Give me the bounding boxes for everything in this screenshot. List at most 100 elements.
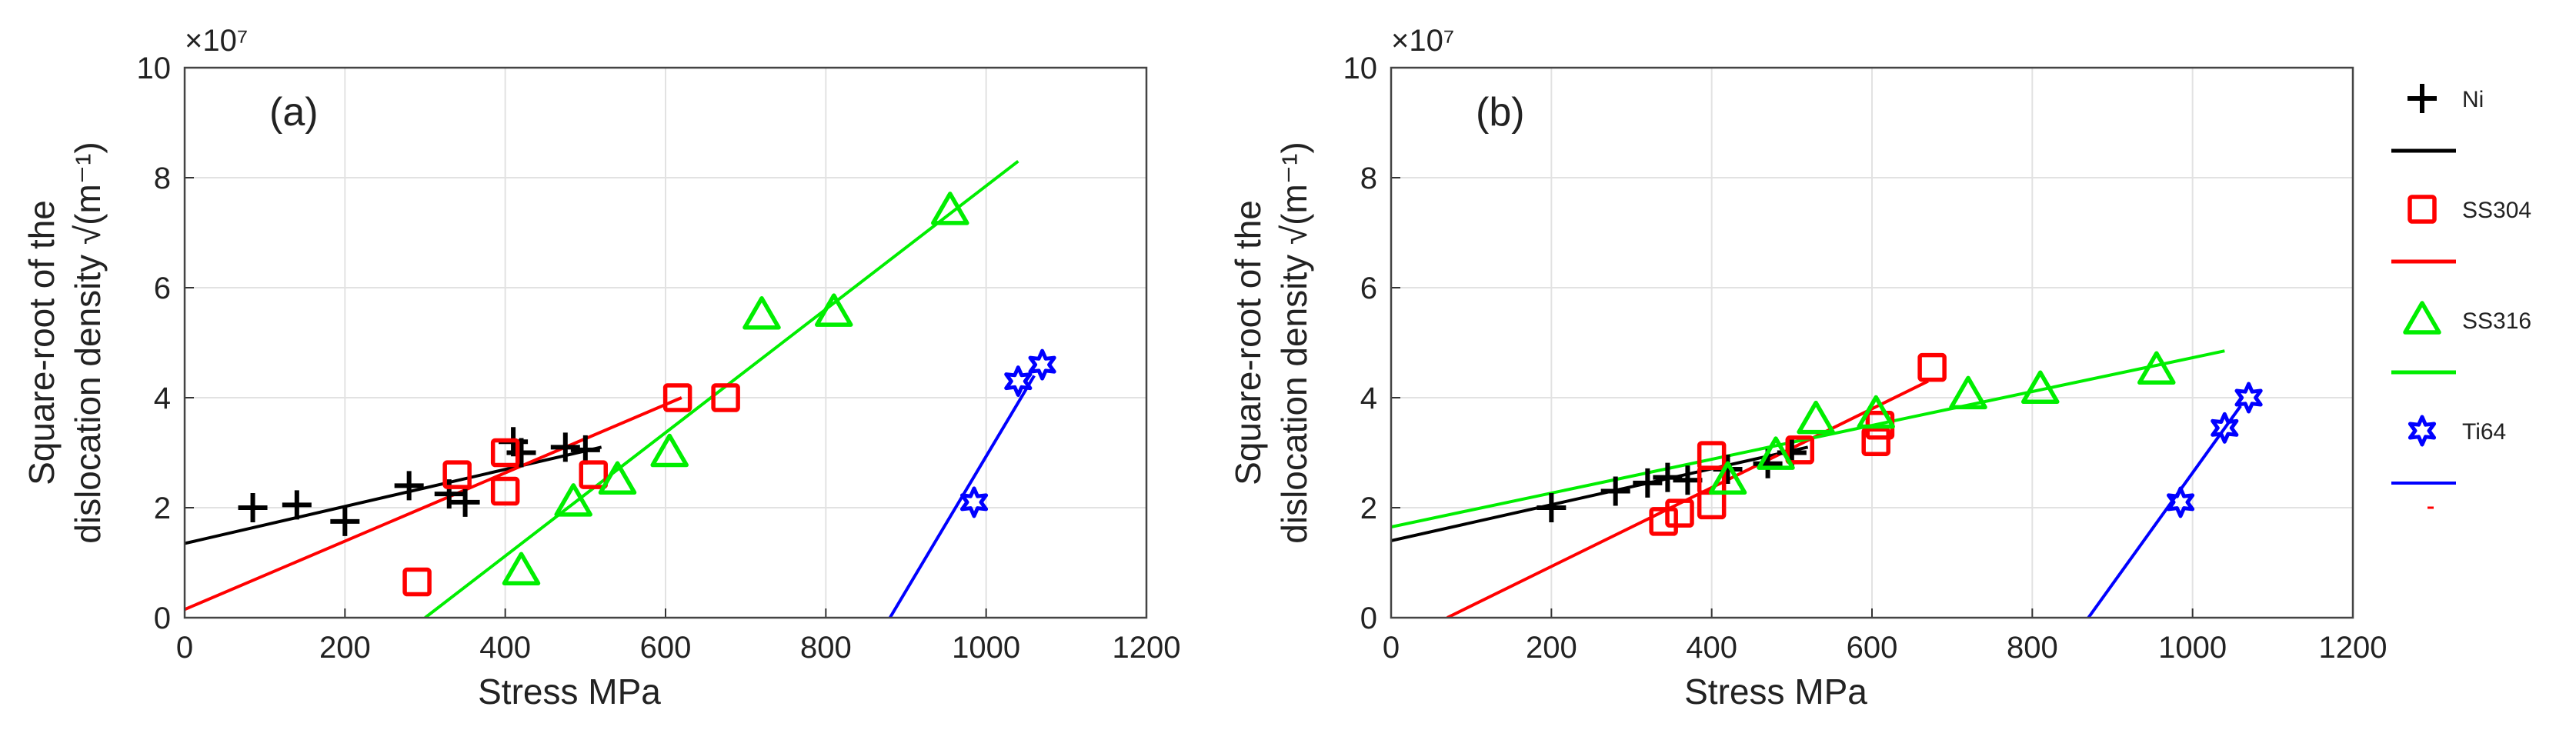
data-point-ti64	[1004, 365, 1033, 397]
y-tick-label: 6	[1360, 272, 1377, 305]
x-tick-label: 1200	[1113, 631, 1181, 665]
x-tick-label: 400	[479, 631, 531, 665]
data-point-ni	[434, 479, 464, 509]
legend-marker-ti64	[2407, 415, 2437, 447]
data-point-ss304	[711, 383, 740, 412]
chart-panel-b: 0 200 400 600 800 1000 1200 0 2 4 6 8 10 (b) ×10⁷ Stres…	[1228, 24, 2387, 712]
data-point-ni	[238, 493, 268, 522]
legend-label-ss304: SS304	[2462, 198, 2531, 223]
data-point-ss316	[1949, 375, 1987, 410]
x-axis-title: Stress MPa	[1684, 672, 1867, 712]
legend-item-ss316: SS316	[2391, 301, 2531, 375]
fit-line-ni	[1391, 445, 1809, 542]
data-point-ss316	[2137, 351, 2176, 385]
data-point-ni	[1600, 476, 1630, 506]
x-tick-label: 0	[1383, 631, 1400, 665]
y-tick-label: 0	[154, 602, 171, 635]
y-tick-label: 8	[154, 162, 171, 195]
y-tick-label: 0	[1360, 602, 1377, 635]
panel-label: (a)	[269, 90, 319, 135]
series-ss304	[402, 383, 740, 597]
data-point-ni	[330, 506, 360, 536]
series-ti64	[960, 348, 1056, 518]
x-tick-label: 400	[1686, 631, 1737, 665]
y-axis-title-line1: Square-root of the	[22, 200, 62, 485]
data-point-ss316	[502, 552, 541, 585]
data-point-ss316	[931, 192, 969, 225]
data-point-ni	[394, 471, 424, 501]
x-tick-label: 600	[1847, 631, 1898, 665]
data-point-ss304	[662, 383, 692, 412]
data-point-ni	[550, 432, 580, 462]
axes-frame	[1390, 66, 2354, 619]
data-point-ni	[1653, 462, 1683, 492]
fit-line-ni	[185, 445, 602, 545]
x-tick-label: 0	[176, 631, 193, 665]
legend-item-ni: Ni	[2391, 84, 2484, 153]
y-tick-label: 10	[1343, 52, 1378, 85]
fit-line-ss304	[185, 396, 682, 612]
legend-item-ss304: SS304	[2391, 195, 2531, 264]
y-tick-label: 4	[1360, 382, 1377, 415]
series-ti64	[2167, 382, 2263, 518]
y-axis-title-line1: Square-root of the	[1228, 200, 1268, 485]
legend-marker-ss316	[2403, 301, 2441, 335]
x-tick-label: 600	[640, 631, 692, 665]
y-tick-label: 2	[1360, 492, 1377, 525]
data-point-ss304	[1785, 435, 1814, 465]
y-tick-label: 2	[154, 492, 171, 525]
legend-item-ti64: Ti64	[2391, 415, 2506, 509]
legend-label-ti64: Ti64	[2462, 419, 2506, 445]
data-point-ni	[1537, 493, 1567, 522]
exponent-label: ×10⁷	[185, 24, 248, 58]
data-point-ss304	[1861, 427, 1890, 456]
data-point-ss304	[490, 476, 520, 506]
data-point-ss316	[1857, 395, 1895, 429]
data-point-ss316	[1757, 436, 1795, 470]
data-point-ti64	[2211, 412, 2239, 444]
series-ss304	[1649, 352, 1947, 536]
series-ss316	[1708, 351, 2176, 495]
y-tick-label: 4	[154, 382, 171, 415]
data-point-ss316	[2021, 370, 2060, 405]
data-point-ni	[1633, 468, 1663, 498]
fit-line-ti64	[2087, 405, 2242, 618]
series-ss316	[502, 192, 969, 585]
data-point-ni	[450, 487, 480, 517]
data-point-ni	[282, 490, 312, 520]
fit-line-ss316	[424, 159, 1019, 618]
x-tick-label: 800	[2007, 631, 2058, 665]
y-tick-label: 6	[154, 272, 171, 305]
data-point-ss316	[815, 293, 853, 327]
x-tick-label: 1200	[2319, 631, 2387, 665]
data-point-ss316	[650, 433, 689, 468]
data-point-ti64	[2234, 382, 2263, 414]
data-point-ss316	[742, 296, 781, 330]
data-point-ss304	[490, 438, 520, 468]
legend-marker-ss304	[2407, 195, 2437, 224]
data-point-ss304	[442, 460, 472, 489]
data-point-ss304	[579, 460, 608, 489]
y-axis-title-line2: dislocation density √(m⁻¹)	[1274, 142, 1314, 543]
data-point-ss316	[1797, 400, 1835, 435]
x-tick-label: 1000	[952, 631, 1020, 665]
x-tick-label: 200	[1526, 631, 1577, 665]
legend-label-ni: Ni	[2462, 87, 2484, 112]
data-point-ss316	[1708, 461, 1747, 495]
data-point-ss304	[1697, 441, 1727, 470]
data-point-ss304	[1917, 352, 1947, 382]
data-point-ti64	[1028, 348, 1056, 381]
x-tick-label: 200	[319, 631, 371, 665]
data-point-ti64	[2167, 486, 2195, 518]
panel-label: (b)	[1476, 90, 1525, 135]
data-point-ni	[570, 435, 600, 465]
y-tick-label: 10	[137, 52, 172, 85]
data-point-ni	[506, 438, 536, 468]
legend-marker-ni	[2407, 84, 2437, 113]
x-tick-label: 1000	[2158, 631, 2227, 665]
data-point-ss304	[1649, 507, 1678, 536]
data-point-ss316	[554, 483, 592, 517]
data-point-ss304	[402, 567, 432, 597]
axes-frame	[183, 66, 1148, 619]
